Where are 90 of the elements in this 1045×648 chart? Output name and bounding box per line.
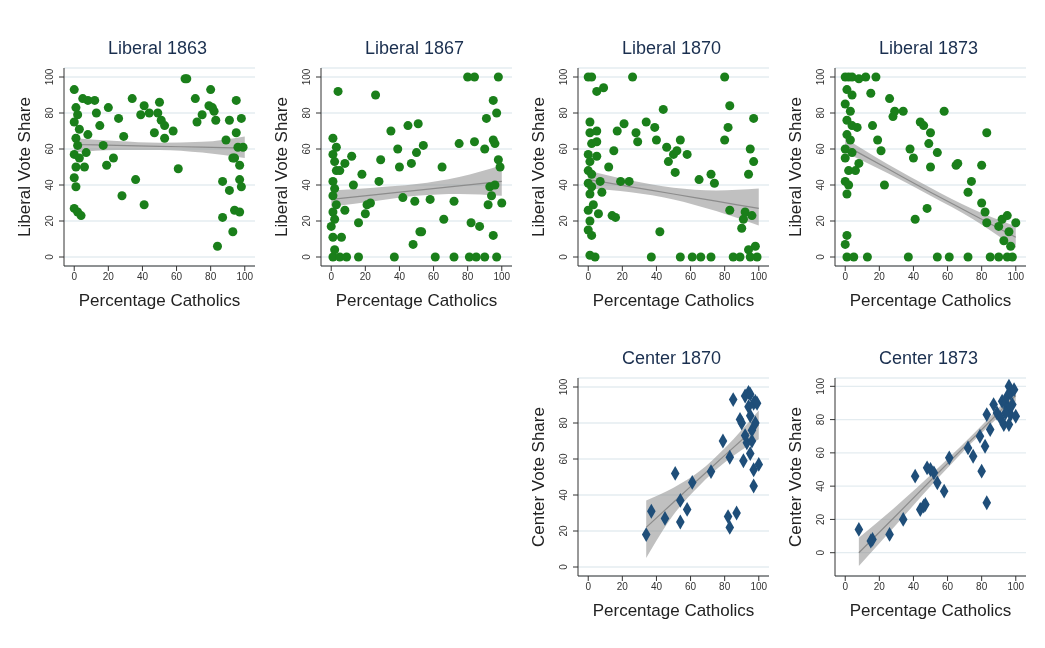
y-tick-label: 0 — [44, 253, 55, 260]
chart-title: Liberal 1863 — [106, 38, 209, 60]
x-tick-label: 80 — [719, 581, 731, 593]
y-tick-label: 100 — [44, 68, 55, 86]
y-tick-label: 60 — [558, 143, 569, 155]
y-tick-label: 100 — [558, 378, 569, 396]
y-tick-label: 20 — [44, 215, 55, 227]
x-tick-label: 60 — [684, 581, 697, 593]
y-tick-label: 60 — [301, 143, 312, 155]
x-tick-label: 40 — [393, 271, 406, 283]
x-axis-title: Percentage Catholics — [849, 291, 1012, 310]
chart-title: Liberal 1870 — [620, 38, 723, 60]
x-tick-label: 20 — [616, 581, 629, 593]
y-axis-title: Liberal Vote Share — [272, 97, 292, 237]
x-tick-label: 20 — [873, 581, 886, 593]
y-tick-label: 0 — [815, 549, 826, 556]
y-tick-label: 80 — [815, 413, 826, 426]
y-tick-label: 40 — [815, 480, 826, 492]
chart-title: Center 1873 — [877, 348, 980, 370]
x-tick-label: 60 — [941, 581, 954, 593]
x-axis-title: Percentage Catholics — [849, 601, 1012, 620]
x-tick-label: 20 — [616, 271, 629, 283]
y-tick-label: 80 — [44, 107, 55, 119]
x-tick-label: 100 — [236, 271, 254, 283]
y-axis-title: Center Vote Share — [529, 407, 549, 547]
x-tick-label: 20 — [873, 271, 886, 283]
x-axis-title: Percentage Catholics — [592, 601, 755, 620]
y-tick-label: 80 — [815, 107, 826, 119]
x-tick-label: 100 — [750, 271, 768, 283]
y-tick-label: 40 — [301, 179, 312, 191]
x-axis-title: Percentage Catholics — [592, 291, 755, 310]
x-tick-label: 0 — [842, 581, 849, 593]
y-tick-label: 100 — [558, 68, 569, 86]
x-tick-label: 0 — [585, 581, 592, 593]
y-tick-label: 40 — [44, 179, 55, 191]
x-tick-label: 0 — [328, 271, 335, 283]
x-tick-label: 40 — [650, 581, 663, 593]
chart-title: Center 1870 — [620, 348, 723, 370]
x-tick-label: 40 — [136, 271, 149, 283]
y-tick-label: 0 — [815, 253, 826, 260]
y-tick-label: 80 — [301, 107, 312, 119]
x-tick-label: 60 — [941, 271, 954, 283]
y-axis-title: Center Vote Share — [786, 407, 806, 547]
y-tick-label: 20 — [815, 513, 826, 525]
y-tick-label: 20 — [558, 525, 569, 537]
y-tick-label: 80 — [558, 417, 569, 429]
y-tick-label: 20 — [301, 215, 312, 227]
x-tick-label: 60 — [427, 271, 440, 283]
x-tick-label: 40 — [907, 271, 920, 283]
x-tick-label: 100 — [750, 581, 768, 593]
x-tick-label: 20 — [359, 271, 372, 283]
x-tick-label: 40 — [650, 271, 663, 283]
y-tick-label: 0 — [558, 253, 569, 260]
chart-title: Liberal 1867 — [363, 38, 466, 60]
y-tick-label: 60 — [558, 453, 569, 465]
x-tick-label: 60 — [170, 271, 183, 283]
y-tick-label: 20 — [558, 215, 569, 227]
x-tick-label: 80 — [719, 271, 731, 283]
x-tick-label: 40 — [907, 581, 920, 593]
y-tick-label: 40 — [815, 179, 826, 191]
y-tick-label: 100 — [301, 68, 312, 86]
x-tick-label: 20 — [102, 271, 115, 283]
y-tick-label: 0 — [558, 563, 569, 570]
y-tick-label: 40 — [558, 179, 569, 191]
y-tick-label: 80 — [558, 107, 569, 119]
x-tick-label: 80 — [976, 581, 988, 593]
x-tick-label: 0 — [71, 271, 78, 283]
x-tick-label: 0 — [585, 271, 592, 283]
chart-title: Liberal 1873 — [877, 38, 980, 60]
y-tick-label: 100 — [815, 377, 826, 395]
x-axis-title: Percentage Catholics — [78, 291, 241, 310]
x-tick-label: 100 — [493, 271, 511, 283]
y-tick-label: 60 — [815, 446, 826, 459]
y-axis-title: Liberal Vote Share — [529, 97, 549, 237]
x-tick-label: 80 — [976, 271, 988, 283]
x-tick-label: 60 — [684, 271, 697, 283]
y-tick-label: 40 — [558, 489, 569, 501]
y-tick-label: 0 — [301, 253, 312, 260]
x-tick-label: 100 — [1007, 581, 1025, 593]
y-tick-label: 20 — [815, 215, 826, 227]
x-tick-label: 80 — [462, 271, 474, 283]
y-tick-label: 60 — [44, 143, 55, 155]
y-axis-title: Liberal Vote Share — [786, 97, 806, 237]
x-axis-title: Percentage Catholics — [335, 291, 498, 310]
y-tick-label: 60 — [815, 143, 826, 155]
y-axis-title: Liberal Vote Share — [15, 97, 35, 237]
x-tick-label: 0 — [842, 271, 849, 283]
x-tick-label: 80 — [205, 271, 217, 283]
y-tick-label: 100 — [815, 68, 826, 86]
x-tick-label: 100 — [1007, 271, 1025, 283]
